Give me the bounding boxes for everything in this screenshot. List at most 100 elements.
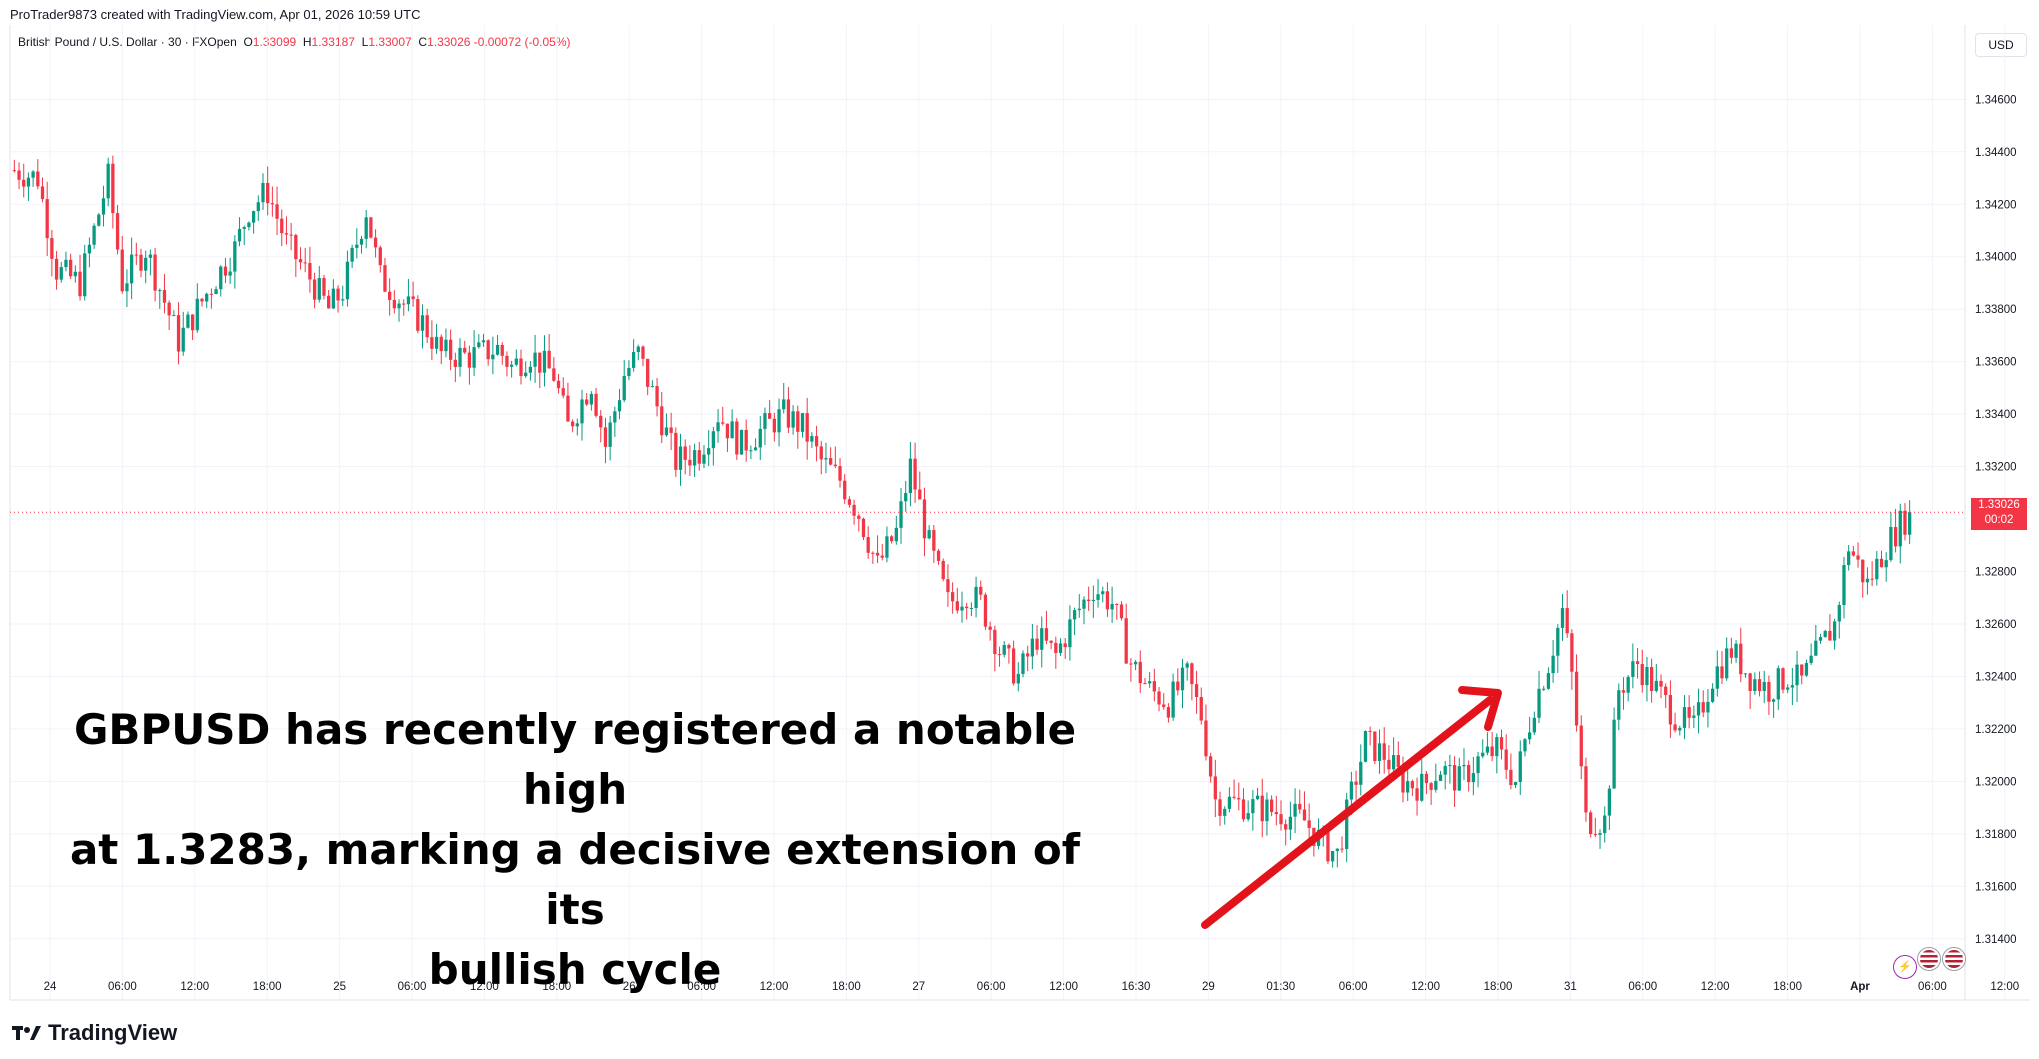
candle-body xyxy=(1180,667,1185,691)
candle-body xyxy=(1068,619,1072,648)
candle xyxy=(528,361,533,381)
candle xyxy=(289,222,293,251)
candle xyxy=(641,345,645,367)
candle-body xyxy=(974,586,978,608)
candle-body xyxy=(1021,653,1025,674)
candle-body xyxy=(1429,783,1433,790)
ohlc-close: C1.33026 xyxy=(418,35,471,49)
candle xyxy=(1692,705,1696,728)
candle xyxy=(1087,586,1091,611)
candle xyxy=(875,535,880,563)
candle-body xyxy=(702,454,706,464)
candle-body xyxy=(190,314,195,331)
candle xyxy=(472,330,476,376)
candle-body xyxy=(425,315,429,338)
candle xyxy=(1847,545,1851,571)
candle xyxy=(50,229,54,277)
candle-body xyxy=(622,376,626,401)
candle-body xyxy=(547,350,551,369)
candle xyxy=(1434,763,1438,793)
candle xyxy=(1814,624,1818,656)
candle-body xyxy=(251,211,256,223)
candle-body xyxy=(800,413,805,432)
candle-body xyxy=(969,607,974,609)
candle-body xyxy=(739,429,744,455)
candle-body xyxy=(885,536,889,558)
candle xyxy=(1528,716,1532,745)
candle xyxy=(1119,601,1124,621)
last-price-tag: 1.33026 00:02 xyxy=(1971,498,2027,530)
candle xyxy=(1058,638,1063,656)
symbol-name[interactable]: British Pound / U.S. Dollar · 30 · FXOpe… xyxy=(18,35,237,49)
us-flag-icon[interactable] xyxy=(1942,948,1965,970)
us-flag-icon[interactable] xyxy=(1918,948,1941,970)
candle-body xyxy=(1617,690,1621,720)
candle-body xyxy=(1330,851,1335,862)
candle-body xyxy=(463,347,467,353)
candle xyxy=(1551,639,1555,683)
candle xyxy=(739,429,744,455)
price-tick-label: 1.33800 xyxy=(1975,304,2017,316)
candle-body xyxy=(692,450,697,466)
candle-body xyxy=(1241,799,1246,820)
candle xyxy=(1011,640,1016,686)
candle xyxy=(1035,625,1039,655)
candle xyxy=(1893,508,1898,553)
flash-icon[interactable]: ⚡ xyxy=(1894,956,1916,978)
candle-body xyxy=(148,254,153,258)
candle xyxy=(266,166,270,216)
candle xyxy=(153,247,157,302)
candle-body xyxy=(1260,795,1264,822)
candle xyxy=(1288,801,1293,841)
candle xyxy=(1223,806,1227,825)
candle xyxy=(603,417,608,464)
price-tick-label: 1.32200 xyxy=(1975,724,2017,736)
candle xyxy=(960,591,964,623)
candle-body xyxy=(373,237,378,248)
candle-body xyxy=(1391,755,1396,770)
candle xyxy=(918,471,922,500)
candle-body xyxy=(1865,578,1870,583)
candle-body xyxy=(664,427,669,436)
candle-body xyxy=(1063,643,1067,648)
candle xyxy=(1096,579,1100,608)
candle-body xyxy=(1438,774,1443,781)
candle-body xyxy=(749,450,753,452)
time-tick-label: 18:00 xyxy=(1484,981,1513,993)
candle-body xyxy=(341,299,345,301)
candle-body xyxy=(1795,664,1799,686)
candle xyxy=(284,216,289,245)
time-tick-label: 31 xyxy=(1564,981,1577,993)
candle-body xyxy=(1129,663,1133,665)
candle-body xyxy=(1879,558,1884,568)
candle-body xyxy=(1654,680,1658,691)
candle-body xyxy=(242,227,246,229)
time-tick-label: 06:00 xyxy=(108,981,137,993)
tradingview-brand[interactable]: TradingView xyxy=(12,1020,177,1047)
annotation-line-1: GBPUSD has recently registered a notable… xyxy=(73,705,1077,814)
candle xyxy=(899,488,903,544)
candle-body xyxy=(768,413,772,419)
candle xyxy=(721,406,725,426)
candle xyxy=(420,304,425,349)
candle xyxy=(1828,614,1832,641)
candle xyxy=(1537,670,1541,724)
candle-body xyxy=(505,355,509,367)
candle-body xyxy=(1204,720,1208,757)
candle xyxy=(106,157,110,207)
candle-body xyxy=(735,421,739,455)
candle xyxy=(646,358,650,396)
candle xyxy=(1345,792,1349,863)
candle xyxy=(125,269,129,308)
candle xyxy=(1504,734,1508,780)
candle xyxy=(580,389,584,441)
currency-button[interactable]: USD xyxy=(1975,33,2027,57)
candle-body xyxy=(1584,766,1588,813)
trend-arrow[interactable] xyxy=(1201,686,1502,929)
candle xyxy=(810,432,814,448)
top-bar: ProTrader9873 created with TradingView.c… xyxy=(0,0,2039,30)
candle-body xyxy=(688,459,692,466)
candle-body xyxy=(1298,803,1302,810)
creator-info: ProTrader9873 created with TradingView.c… xyxy=(10,7,421,22)
